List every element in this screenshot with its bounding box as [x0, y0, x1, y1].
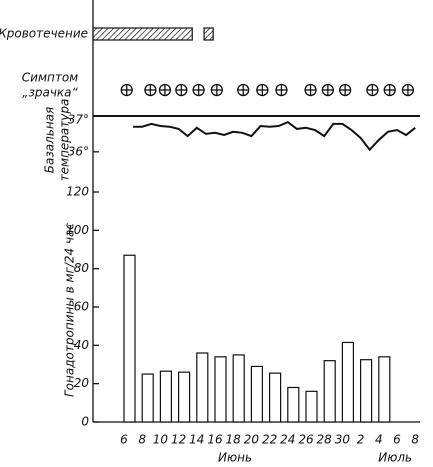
- y-axis-label: Гонадотропины в мг/24 час: [63, 223, 77, 397]
- bar: [141, 373, 154, 423]
- temperature-label: Базальная: [43, 107, 57, 173]
- y-tick-label: 40: [74, 338, 90, 352]
- x-tick-label: 10: [153, 433, 169, 447]
- y-tick-label: 0: [81, 415, 89, 429]
- bar: [269, 372, 282, 423]
- y-tick-label: 120: [66, 185, 89, 199]
- bar: [341, 341, 354, 423]
- x-tick-label: 2: [357, 433, 365, 447]
- month-label: Июль: [378, 451, 412, 465]
- x-tick-label: 16: [207, 433, 223, 447]
- y-tick-label: 36°: [68, 144, 89, 158]
- bar: [360, 359, 373, 423]
- x-tick-label: 6: [393, 433, 401, 447]
- bar: [196, 352, 209, 423]
- x-tick-label: 28: [317, 433, 333, 447]
- bleeding-label: Кровотечение: [0, 27, 88, 41]
- x-tick-label: 6: [120, 433, 128, 447]
- bar: [123, 254, 136, 423]
- bleeding-bar: [92, 27, 193, 41]
- x-tick-label: 20: [244, 433, 260, 447]
- bar: [250, 365, 263, 423]
- x-tick-label: 24: [280, 433, 295, 447]
- temperature-line: [133, 120, 416, 152]
- y-tick-label: 37°: [68, 113, 89, 127]
- x-tick-label: 14: [189, 433, 204, 447]
- bar: [214, 356, 227, 423]
- x-tick-label: 8: [411, 433, 419, 447]
- bar: [232, 354, 245, 423]
- y-tick-label: 100: [66, 223, 89, 237]
- month-label: Июнь: [218, 451, 252, 465]
- x-tick-label: 8: [138, 433, 146, 447]
- bar: [287, 386, 300, 423]
- bar: [159, 370, 172, 423]
- x-tick-label: 18: [226, 433, 242, 447]
- x-tick-label: 4: [375, 433, 383, 447]
- bar: [305, 390, 318, 423]
- x-tick-label: 26: [298, 433, 314, 447]
- bleeding-bar: [203, 27, 214, 41]
- pupil-label: „зрачка“: [22, 86, 78, 100]
- temperature-label: температура: [58, 99, 72, 182]
- y-tick-label: 80: [74, 261, 90, 275]
- y-tick-label: 60: [74, 300, 90, 314]
- bar: [378, 356, 391, 423]
- pupil-label: Симптом: [22, 71, 78, 85]
- x-tick-label: 12: [171, 433, 186, 447]
- bar: [178, 371, 191, 423]
- x-tick-label: 22: [262, 433, 277, 447]
- x-tick-label: 30: [335, 433, 351, 447]
- bar: [323, 360, 336, 423]
- y-tick-label: 20: [74, 376, 90, 390]
